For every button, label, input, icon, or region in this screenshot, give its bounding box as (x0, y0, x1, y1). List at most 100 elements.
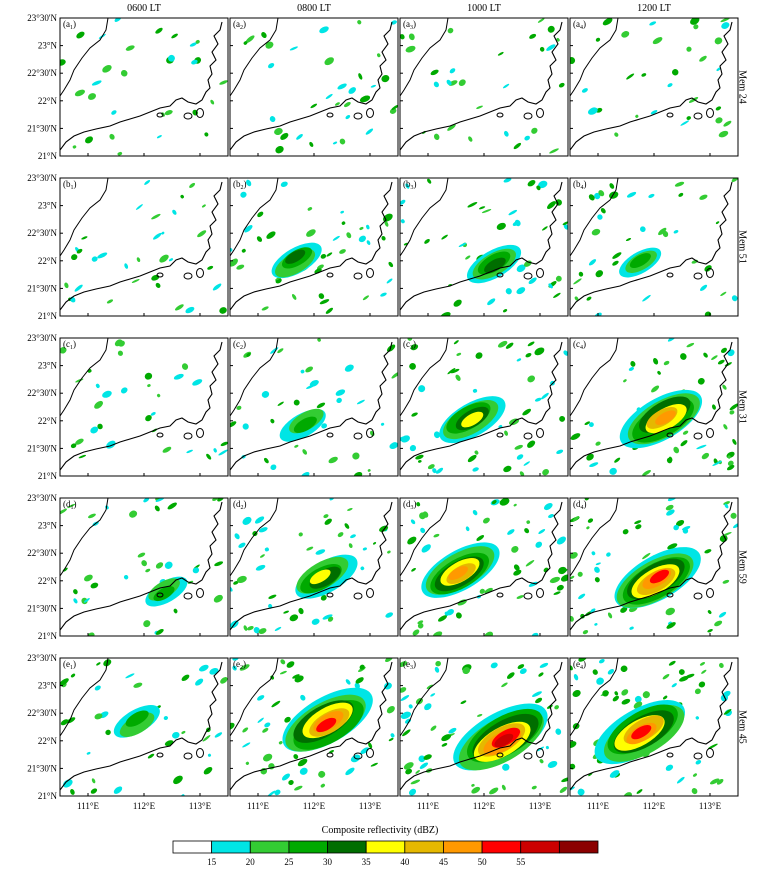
echo-cell (213, 448, 217, 453)
colorbar-swatch (481, 840, 522, 854)
lat-label: 21°30'N (27, 763, 57, 773)
reflectivity-echoes (570, 338, 738, 476)
echo-cell (337, 532, 344, 538)
echo-cell (145, 414, 152, 422)
echo-cell (199, 664, 209, 672)
echo-cell (526, 520, 531, 524)
echo-cell (410, 519, 416, 525)
echo-cell (503, 309, 508, 313)
echo-cell (147, 753, 155, 759)
echo-cell (584, 421, 591, 425)
echo-cell (94, 400, 104, 409)
echo-cell (90, 788, 98, 794)
island (536, 108, 544, 118)
echo-cell (607, 612, 613, 619)
echo-cell (481, 209, 492, 214)
echo-cell (731, 295, 738, 302)
panel-label: (a1) (63, 19, 76, 31)
echo-cell (626, 191, 637, 198)
storm-core-layer (629, 253, 651, 269)
echo-cell (386, 705, 395, 714)
echo-cell (317, 338, 321, 342)
coastline (230, 181, 393, 311)
echo-cell (458, 79, 466, 87)
echo-cell (501, 784, 506, 791)
echo-cell (411, 567, 416, 572)
echo-cell (587, 107, 598, 115)
panel-label: (e2) (233, 659, 246, 671)
echo-cell (623, 379, 627, 383)
echo-cell (337, 83, 347, 90)
echo-cell (548, 283, 553, 289)
echo-cell (270, 464, 277, 471)
echo-cell (704, 549, 712, 554)
echo-cell (704, 265, 712, 272)
panel-background (60, 498, 228, 636)
echo-cell (360, 747, 369, 755)
echo-cell (242, 727, 249, 733)
echo-cell (318, 770, 326, 778)
echo-cell (598, 190, 605, 197)
echo-cell (537, 18, 545, 23)
echo-cell (300, 694, 306, 701)
island (693, 272, 703, 280)
colorbar-swatch (288, 840, 328, 854)
echo-cell (305, 366, 314, 373)
island (156, 592, 164, 598)
echo-cell (491, 500, 497, 505)
echo-cell (581, 88, 588, 93)
echo-cell (513, 142, 522, 150)
echo-cell (648, 193, 655, 198)
panel-grid: (a1) 23°30'N 23°N 22°30'N 22°N 21°30'N 21°N (a2… (27, 13, 739, 811)
panel-background (400, 178, 568, 316)
echo-cell (362, 295, 370, 301)
echo-cell (556, 584, 564, 591)
echo-cell (594, 623, 598, 626)
echo-cell (694, 688, 701, 695)
echo-cell (72, 145, 77, 149)
echo-cell (651, 385, 660, 393)
echo-cell (505, 288, 512, 295)
panel-c2: (c2) (229, 337, 399, 477)
echo-cell (545, 745, 549, 750)
echo-cell (516, 287, 526, 295)
echo-cell (653, 357, 659, 365)
echo-cell (294, 785, 303, 791)
echo-cell (192, 379, 203, 386)
island (666, 272, 674, 278)
echo-cell (300, 369, 305, 374)
echo-cell (709, 778, 720, 785)
echo-cell (570, 433, 581, 440)
row-label-3: Mem 31 (737, 390, 748, 424)
echo-cell (722, 532, 732, 537)
coastline (400, 181, 563, 311)
echo-cell (277, 348, 284, 354)
echo-cell (456, 352, 462, 356)
echo-cell (716, 778, 724, 785)
echo-cell (482, 517, 490, 524)
echo-cell (144, 372, 153, 380)
echo-cell (409, 362, 416, 370)
island (523, 752, 533, 760)
island (536, 588, 544, 598)
echo-cell (307, 207, 313, 211)
lat-label: 22°N (38, 416, 58, 426)
echo-cell (388, 261, 394, 268)
echo-cell (723, 120, 732, 127)
echo-cell (271, 700, 281, 708)
echo-cell (405, 183, 410, 189)
coastline (400, 661, 563, 791)
echo-cell (405, 768, 413, 775)
echo-cell (479, 588, 485, 594)
lat-label: 21°N (38, 311, 58, 321)
echo-cell (453, 340, 459, 345)
echo-cell (692, 773, 697, 777)
echo-cell (405, 45, 416, 53)
panel-b2: (b2) (229, 177, 399, 317)
echo-cell (570, 665, 573, 671)
echo-cell (474, 450, 479, 455)
echo-cell (420, 527, 426, 534)
echo-cell (433, 81, 439, 88)
lat-label: 23°30'N (27, 173, 57, 183)
island (706, 268, 714, 278)
